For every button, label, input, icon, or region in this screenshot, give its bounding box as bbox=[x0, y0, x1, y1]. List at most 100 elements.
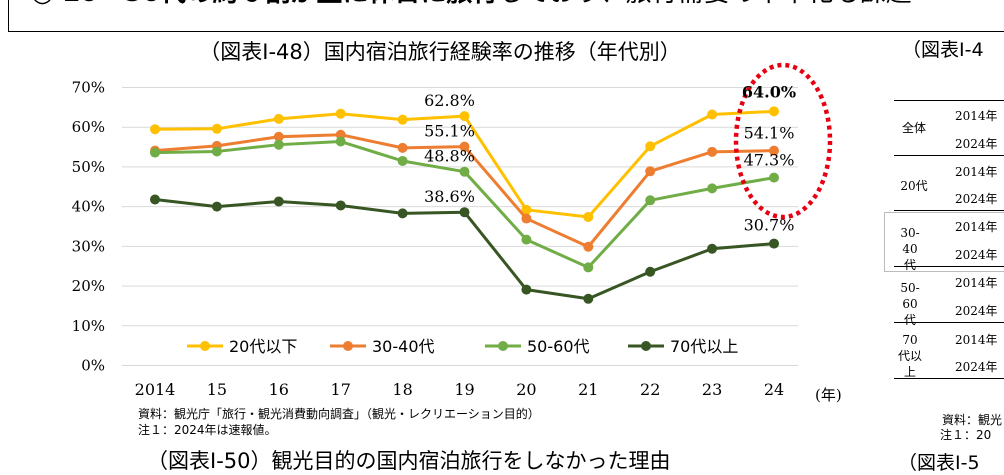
data-point bbox=[459, 111, 470, 122]
data-point bbox=[397, 114, 408, 125]
x-tick-label: 19 bbox=[454, 380, 474, 399]
right-source-note: 資料：観光 bbox=[942, 413, 1003, 427]
footnote: 注１：2024年は速報値。 bbox=[138, 423, 277, 437]
headline-banner: ○ 10～50代の約６割が主に休日に旅行しており、旅行需要の平準化も課題 bbox=[8, 0, 1004, 32]
y-tick-label: 60% bbox=[72, 118, 105, 136]
chart-title: （図表Ⅰ-48）国内宿泊旅行経験率の推移（年代別） bbox=[199, 40, 681, 64]
table-rule bbox=[894, 155, 1004, 156]
data-point bbox=[150, 124, 160, 135]
data-point bbox=[459, 207, 470, 218]
group-label-all: 全体 bbox=[901, 121, 926, 135]
data-point bbox=[583, 293, 594, 304]
data-point bbox=[645, 195, 656, 206]
x-tick-label: 17 bbox=[331, 380, 351, 399]
year-cell: 2024年 bbox=[955, 248, 998, 262]
x-axis-unit: (年) bbox=[815, 386, 842, 404]
data-point bbox=[707, 146, 718, 157]
data-point bbox=[521, 204, 532, 215]
data-point bbox=[335, 200, 346, 211]
y-tick-label: 0% bbox=[81, 357, 105, 375]
data-point bbox=[397, 142, 408, 153]
year-cell: 2024年 bbox=[955, 360, 998, 374]
right-panel-title: （図表Ⅰ-4 bbox=[902, 39, 984, 61]
x-tick-label: 23 bbox=[702, 380, 722, 399]
data-label: 54.1% bbox=[744, 124, 795, 143]
data-label: 55.1% bbox=[424, 122, 475, 141]
source-note: 資料：観光庁「旅行・観光消費動向調査」（観光・レクリエーション目的） bbox=[138, 407, 540, 421]
legend-label: 20代以下 bbox=[229, 337, 297, 356]
next-figure-title: （図表Ⅰ-50）観光目的の国内宿泊旅行をしなかった理由 bbox=[147, 449, 671, 473]
x-tick-label: 21 bbox=[578, 380, 598, 399]
data-point bbox=[273, 196, 284, 207]
group-label-20s: 20代 bbox=[900, 179, 928, 193]
legend-swatch-marker bbox=[200, 341, 210, 351]
data-label: 30.7% bbox=[744, 216, 795, 235]
group-label-70s: 70代以上 bbox=[898, 333, 923, 379]
data-point bbox=[769, 238, 779, 249]
data-point bbox=[583, 211, 594, 222]
right-footnote: 注１：20 bbox=[940, 428, 992, 442]
y-tick-label: 10% bbox=[72, 317, 105, 335]
data-point bbox=[583, 241, 594, 252]
table-rule bbox=[894, 378, 1004, 379]
year-cell: 2014年 bbox=[955, 333, 998, 347]
data-point bbox=[707, 183, 718, 194]
legend-swatch-marker bbox=[498, 341, 508, 351]
y-tick-label: 50% bbox=[72, 158, 105, 176]
legend-label: 30-40代 bbox=[372, 337, 435, 356]
data-point bbox=[645, 166, 656, 177]
data-label: 48.8% bbox=[424, 147, 475, 166]
data-point bbox=[707, 109, 718, 120]
data-point bbox=[521, 284, 532, 295]
data-label: 64.0% bbox=[742, 82, 796, 101]
x-tick-label: 22 bbox=[640, 380, 660, 399]
year-cell: 2014年 bbox=[955, 165, 998, 179]
year-cell: 2014年 bbox=[955, 109, 998, 123]
x-tick-label: 2014 bbox=[135, 380, 176, 399]
data-point bbox=[645, 141, 656, 152]
highlight-ellipse bbox=[733, 62, 833, 220]
right-next-title: （図表Ⅰ-5 bbox=[898, 452, 980, 473]
headline-bold: 10～50代の約６割が主に休日に旅行 bbox=[62, 0, 498, 8]
legend-label: 70代以上 bbox=[670, 337, 738, 356]
data-point bbox=[769, 145, 779, 156]
data-point bbox=[645, 266, 656, 277]
data-point bbox=[459, 141, 470, 152]
line-chart: （図表Ⅰ-48）国内宿泊旅行経験率の推移（年代別） 0% 10% 20% 30% 40% 5… bbox=[72, 40, 842, 404]
data-point bbox=[769, 172, 779, 183]
data-point bbox=[769, 106, 779, 117]
data-point bbox=[211, 201, 222, 212]
data-point bbox=[273, 113, 284, 124]
year-cell: 2014年 bbox=[955, 276, 998, 290]
year-cell: 2024年 bbox=[955, 137, 998, 151]
headline-normal: しており、旅行需要の平準化も課題 bbox=[498, 0, 911, 8]
data-point bbox=[211, 123, 222, 134]
y-tick-label: 30% bbox=[72, 237, 105, 255]
data-point bbox=[521, 213, 532, 224]
data-point bbox=[707, 243, 718, 254]
headline-text: ○ 10～50代の約６割が主に休日に旅行しており、旅行需要の平準化も課題 bbox=[31, 0, 912, 15]
x-tick-label: 16 bbox=[269, 380, 289, 399]
data-point bbox=[150, 147, 160, 158]
data-point bbox=[397, 155, 408, 166]
y-tick-label: 20% bbox=[72, 277, 105, 295]
data-point bbox=[583, 262, 594, 273]
data-label: 38.6% bbox=[424, 187, 475, 206]
highlight-box bbox=[884, 212, 1004, 272]
y-tick-label: 40% bbox=[72, 198, 105, 216]
data-point bbox=[335, 108, 346, 119]
y-tick-label: 70% bbox=[72, 79, 105, 97]
data-point bbox=[397, 208, 408, 219]
year-cell: 2024年 bbox=[955, 304, 998, 318]
x-tick-label: 20 bbox=[516, 380, 536, 399]
legend-swatch-marker bbox=[641, 341, 651, 351]
year-cell: 2014年 bbox=[955, 220, 998, 234]
right-panel: （図表Ⅰ-4 全体 2014年 2024年 20代 2014年 2024年 30… bbox=[860, 0, 1004, 473]
data-point bbox=[273, 139, 284, 150]
data-point bbox=[211, 146, 222, 157]
table-rule bbox=[894, 322, 1004, 323]
x-tick-label: 18 bbox=[392, 380, 412, 399]
year-cell: 2024年 bbox=[955, 192, 998, 206]
data-label: 62.8% bbox=[424, 91, 475, 110]
data-point bbox=[335, 136, 346, 147]
